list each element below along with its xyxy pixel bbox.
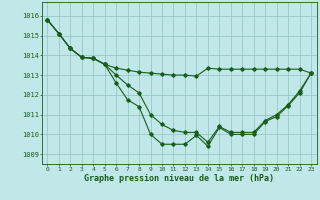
X-axis label: Graphe pression niveau de la mer (hPa): Graphe pression niveau de la mer (hPa) <box>84 174 274 183</box>
